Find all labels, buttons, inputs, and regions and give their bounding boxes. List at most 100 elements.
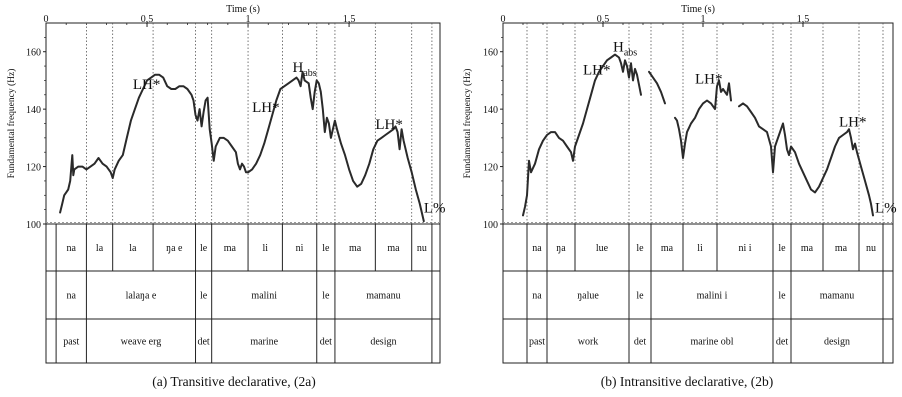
annotation-label: Habs — [293, 60, 317, 79]
y-tick-label: 140 — [26, 105, 41, 116]
figure-caption: (b) Intransitive declarative, (2b) — [601, 374, 773, 389]
tier-label: na — [532, 291, 542, 302]
x-tick-label: 1,5 — [343, 14, 356, 25]
y-tick-label: 160 — [26, 48, 41, 59]
y-tick-label: 120 — [483, 163, 498, 174]
annotation-subscript: abs — [303, 68, 316, 79]
tier-label: ma — [387, 243, 400, 254]
annotation-text: L% — [875, 201, 897, 217]
annotation-text: LH* — [695, 71, 723, 87]
tier-label: nu — [417, 243, 427, 254]
tier-label: ma — [661, 243, 674, 254]
annotation-label: LH* — [583, 63, 611, 79]
tier-label: design — [370, 337, 396, 348]
y-tick-label: 120 — [26, 163, 41, 174]
tier-label: det — [320, 337, 332, 348]
x-tick-label: 0 — [501, 14, 506, 25]
annotation-text: LH* — [583, 63, 611, 79]
tier-label: weave erg — [121, 337, 162, 348]
y-tick-label: 140 — [483, 105, 498, 116]
tier-label: design — [824, 337, 850, 348]
tier-label: mamanu — [366, 291, 400, 302]
tier-label: li — [697, 243, 703, 254]
panel-b: Time (s) 0 0,5 1 1,5 100 120 140 160 Fundamental … — [462, 4, 897, 389]
panel-a: Time (s) 0 0,5 1 1,5 100 120 140 160 Fundamental … — [6, 4, 446, 389]
x-tick-label: 0 — [44, 14, 49, 25]
annotation-label: LH* — [839, 114, 867, 130]
tier-label: ŋa — [556, 243, 566, 254]
pitch-contour-line — [674, 79, 732, 159]
tier-label: ma — [224, 243, 237, 254]
tier-label: det — [776, 337, 788, 348]
annotation-label: L% — [424, 201, 446, 217]
x-tick-label: 1,5 — [797, 14, 810, 25]
x-axis-title: Time (s) — [681, 4, 715, 15]
y-tick-label: 100 — [483, 220, 498, 231]
annotation-subscript: abs — [624, 48, 637, 59]
tier-label: past — [63, 337, 79, 348]
tier-label: le — [636, 291, 644, 302]
x-tick-label: 1 — [246, 14, 251, 25]
tier-label: work — [578, 337, 599, 348]
x-tick-label: 0,5 — [141, 14, 154, 25]
annotation-text: H — [293, 60, 304, 76]
annotation-label: LH* — [375, 117, 403, 133]
tier-label: marine — [250, 337, 278, 348]
tier-label: malini — [251, 291, 277, 302]
annotation-text: LH* — [252, 100, 279, 116]
tier-label: la — [96, 243, 104, 254]
tier-label: na — [67, 243, 77, 254]
tier-label: ma — [835, 243, 848, 254]
annotation-label: LH* — [252, 100, 279, 116]
tier-label: past — [529, 337, 545, 348]
tier-label: lalaŋa e — [126, 291, 157, 302]
annotation-label: LH* — [695, 71, 723, 87]
pitch-contour-line — [738, 102, 874, 217]
tier-label: le — [778, 291, 786, 302]
tier-label: malini i — [697, 291, 728, 302]
tier-label: na — [532, 243, 542, 254]
tier-label: ma — [349, 243, 362, 254]
pitch-contour-line — [59, 70, 425, 223]
x-tick-label: 0,5 — [597, 14, 610, 25]
x-axis-title: Time (s) — [226, 4, 260, 15]
tier-label: mamanu — [820, 291, 854, 302]
y-tick-label: 100 — [26, 220, 41, 231]
figure-caption: (a) Transitive declarative, (2a) — [152, 374, 315, 389]
y-tick-label: 160 — [483, 48, 498, 59]
tier-label: det — [197, 337, 209, 348]
tier-label: li — [262, 243, 268, 254]
tier-label: na — [67, 291, 77, 302]
tier-label: le — [778, 243, 786, 254]
tier-label: ŋalue — [577, 291, 599, 302]
x-tick-label: 1 — [701, 14, 706, 25]
tier-label: le — [200, 243, 208, 254]
tier-label: ni — [296, 243, 304, 254]
annotation-label: Habs — [613, 40, 637, 59]
tier-label: lue — [596, 243, 609, 254]
pitch-contour-line — [648, 70, 666, 105]
y-axis-label: Fundamental frequency (Hz) — [462, 69, 473, 179]
tier-label: det — [634, 337, 646, 348]
tier-label: marine obl — [690, 337, 733, 348]
plot-frame — [45, 22, 441, 364]
tier-label: ŋa e — [166, 243, 183, 254]
pitch-contour-line — [522, 53, 642, 217]
annotation-text: LH* — [839, 114, 867, 130]
tier-label: ni i — [738, 243, 751, 254]
annotation-text: H — [613, 40, 624, 56]
annotation-label: L% — [875, 201, 897, 217]
annotation-text: LH* — [133, 77, 161, 93]
annotation-text: LH* — [375, 117, 403, 133]
tier-label: le — [200, 291, 208, 302]
annotation-label: LH* — [133, 77, 161, 93]
tier-label: ma — [801, 243, 814, 254]
tier-label: nu — [866, 243, 876, 254]
annotation-text: L% — [424, 201, 446, 217]
tier-label: le — [636, 243, 644, 254]
tier-label: la — [129, 243, 137, 254]
tier-label: le — [322, 291, 330, 302]
y-axis-label: Fundamental frequency (Hz) — [6, 69, 17, 179]
tier-label: le — [322, 243, 330, 254]
